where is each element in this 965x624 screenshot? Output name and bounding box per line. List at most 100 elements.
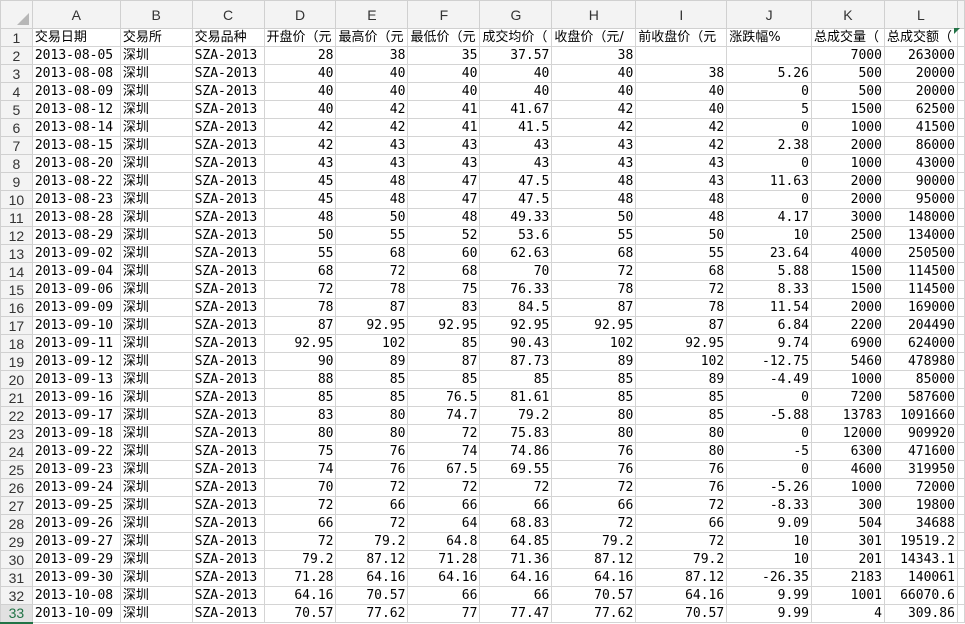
cell[interactable]: 2013-09-30 [31,568,121,587]
cell[interactable]: 87.73 [479,352,553,371]
cell[interactable]: 43 [335,154,409,173]
cell[interactable]: 64.16 [335,568,409,587]
cell[interactable]: 深圳 [119,100,193,119]
row-header-14[interactable]: 14 [0,262,33,281]
cell[interactable]: 87 [635,316,728,335]
row-header-26[interactable]: 26 [0,478,33,497]
cell[interactable]: 2013-09-26 [31,514,121,533]
cell[interactable]: 深圳 [119,46,193,65]
row-header-7[interactable]: 7 [0,136,33,155]
cell[interactable]: 95000 [883,190,958,209]
cell[interactable]: 587600 [883,388,958,407]
cell[interactable]: 0 [726,190,812,209]
cell[interactable]: 深圳 [119,118,193,137]
cell[interactable]: 309.86 [883,604,958,623]
cell[interactable]: 2013-09-24 [31,478,121,497]
cell[interactable]: 最低价（元 [407,28,481,47]
cell[interactable]: SZA-2013 [191,118,265,137]
cell[interactable]: 14343.1 [883,550,958,569]
row-header-2[interactable]: 2 [0,46,33,65]
cell[interactable]: 72 [335,262,409,281]
cell[interactable]: 80 [263,424,337,443]
cell[interactable]: 201 [810,550,885,569]
cell[interactable]: 72 [635,280,728,299]
cell[interactable]: SZA-2013 [191,154,265,173]
cell[interactable] [956,568,965,587]
cell[interactable]: 4600 [810,460,885,479]
column-header-F[interactable]: F [407,0,481,29]
cell[interactable]: 37.57 [479,46,553,65]
cell[interactable]: 500 [810,82,885,101]
cell[interactable]: 0 [726,388,812,407]
cell[interactable]: 40 [407,82,481,101]
cell[interactable]: 深圳 [119,532,193,551]
cell[interactable]: 301 [810,532,885,551]
cell[interactable]: 1091660 [883,406,958,425]
cell[interactable]: 72 [263,280,337,299]
cell[interactable]: 76.33 [479,280,553,299]
cell[interactable]: 2013-09-11 [31,334,121,353]
cell[interactable]: 3000 [810,208,885,227]
row-header-8[interactable]: 8 [0,154,33,173]
cell[interactable]: 2013-09-29 [31,550,121,569]
cell[interactable]: 2013-08-05 [31,46,121,65]
cell[interactable]: 55 [551,226,637,245]
cell[interactable]: 92.95 [263,334,337,353]
cell[interactable]: 1500 [810,100,885,119]
cell[interactable]: 250500 [883,244,958,263]
cell[interactable]: 72 [263,532,337,551]
cell[interactable]: 92.95 [635,334,728,353]
cell[interactable]: 涨跌幅% [726,28,812,47]
cell[interactable]: 85 [335,388,409,407]
cell[interactable]: 86000 [883,136,958,155]
cell[interactable]: 624000 [883,334,958,353]
cell[interactable]: 7200 [810,388,885,407]
row-header-13[interactable]: 13 [0,244,33,263]
cell[interactable]: 80 [635,424,728,443]
cell[interactable]: 9.74 [726,334,812,353]
cell[interactable]: SZA-2013 [191,226,265,245]
cell[interactable]: 41.67 [479,100,553,119]
cell[interactable]: 89 [635,370,728,389]
column-header-C[interactable]: C [191,0,265,29]
row-header-17[interactable]: 17 [0,316,33,335]
cell[interactable]: 2013-09-09 [31,298,121,317]
cell[interactable]: 6300 [810,442,885,461]
cell[interactable]: 35 [407,46,481,65]
cell[interactable]: 79.2 [551,532,637,551]
cell[interactable]: 交易所 [119,28,193,47]
cell[interactable]: 77.62 [551,604,637,623]
cell[interactable]: 55 [263,244,337,263]
cell[interactable]: 78 [551,280,637,299]
cell[interactable] [956,136,965,155]
cell[interactable] [956,244,965,263]
cell[interactable]: 48 [551,190,637,209]
cell[interactable]: 48 [551,172,637,191]
cell[interactable]: 66 [335,496,409,515]
cell[interactable]: 83 [407,298,481,317]
cell[interactable]: 42 [335,118,409,137]
cell[interactable]: 深圳 [119,388,193,407]
cell[interactable]: 交易日期 [31,28,121,47]
cell[interactable]: 50 [635,226,728,245]
cell[interactable]: 2013-09-27 [31,532,121,551]
cell[interactable] [956,550,965,569]
cell[interactable]: 深圳 [119,316,193,335]
cell[interactable]: 50 [551,208,637,227]
cell[interactable]: 深圳 [119,460,193,479]
cell[interactable]: SZA-2013 [191,64,265,83]
cell[interactable]: 74 [407,442,481,461]
cell[interactable]: 2013-10-09 [31,604,121,623]
cell[interactable]: 80 [635,442,728,461]
cell[interactable]: 40 [407,64,481,83]
cell[interactable] [726,46,812,65]
cell[interactable]: 49.33 [479,208,553,227]
cell[interactable] [956,316,965,335]
cell[interactable]: 78 [335,280,409,299]
row-header-33[interactable]: 33 [0,604,33,624]
cell[interactable]: 90 [263,352,337,371]
cell[interactable]: SZA-2013 [191,424,265,443]
row-header-31[interactable]: 31 [0,568,33,587]
cell[interactable] [956,406,965,425]
cell[interactable] [956,478,965,497]
